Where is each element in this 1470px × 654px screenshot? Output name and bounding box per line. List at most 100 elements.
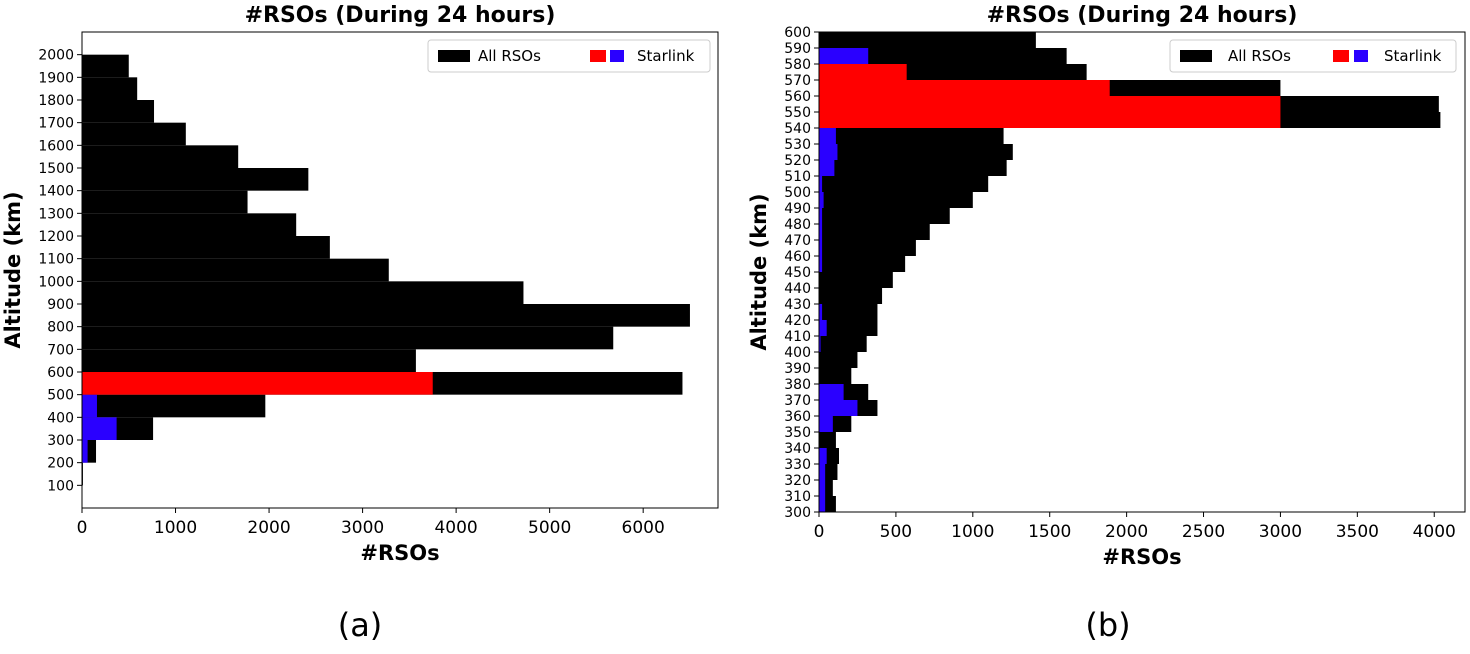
y-tick-label: 800 bbox=[47, 320, 74, 336]
y-tick-label: 590 bbox=[784, 41, 811, 57]
y-tick-label: 1000 bbox=[38, 274, 74, 290]
x-tick-label: 0 bbox=[814, 522, 825, 542]
bar-all-rsos bbox=[819, 240, 916, 256]
bar-all-rsos bbox=[82, 145, 239, 168]
bar-starlink bbox=[819, 192, 824, 208]
y-tick-label: 200 bbox=[47, 456, 74, 472]
bar-starlink bbox=[819, 160, 835, 176]
bar-starlink bbox=[819, 208, 823, 224]
bar-starlink bbox=[819, 336, 821, 352]
y-axis-label: Altitude (km) bbox=[747, 193, 771, 350]
bar-starlink bbox=[82, 372, 433, 395]
bar-all-rsos bbox=[819, 288, 883, 304]
y-tick-label: 430 bbox=[784, 297, 811, 313]
x-tick-label: 0 bbox=[77, 518, 88, 538]
bar-starlink bbox=[819, 496, 826, 512]
x-tick-label: 3500 bbox=[1336, 522, 1379, 542]
y-tick-label: 580 bbox=[784, 57, 811, 73]
y-tick-label: 1100 bbox=[38, 252, 74, 268]
bar-all-rsos bbox=[819, 176, 989, 192]
x-tick-label: 2000 bbox=[247, 518, 290, 538]
bar-starlink bbox=[819, 384, 844, 400]
legend-label-all-rsos: All RSOs bbox=[1228, 47, 1291, 65]
bar-all-rsos bbox=[82, 77, 138, 100]
bar-all-rsos bbox=[819, 352, 858, 368]
y-tick-label: 480 bbox=[784, 217, 811, 233]
y-tick-label: 1500 bbox=[38, 161, 74, 177]
bar-starlink bbox=[819, 400, 858, 416]
bar-all-rsos bbox=[82, 54, 129, 78]
y-axis-label: Altitude (km) bbox=[1, 191, 25, 348]
bar-starlink bbox=[819, 176, 823, 192]
y-tick-label: 420 bbox=[784, 313, 811, 329]
x-tick-label: 3000 bbox=[341, 518, 384, 538]
bar-all-rsos bbox=[82, 304, 690, 327]
bar-starlink bbox=[819, 112, 1281, 128]
bar-starlink bbox=[819, 448, 827, 464]
bar-all-rsos bbox=[819, 336, 867, 352]
bar-all-rsos bbox=[819, 208, 950, 224]
legend-swatch-starlink-blue bbox=[610, 50, 624, 62]
x-tick-label: 5000 bbox=[528, 518, 571, 538]
legend-swatch-starlink-red bbox=[590, 50, 606, 62]
x-tick-label: 2500 bbox=[1182, 522, 1225, 542]
bar-all-rsos bbox=[82, 281, 524, 304]
bar-all-rsos bbox=[819, 256, 906, 272]
bar-starlink bbox=[819, 64, 907, 80]
bar-starlink bbox=[819, 48, 869, 64]
bar-starlink bbox=[819, 320, 827, 336]
y-tick-label: 370 bbox=[784, 393, 811, 409]
x-tick-label: 4000 bbox=[434, 518, 477, 538]
y-tick-label: 500 bbox=[47, 388, 74, 404]
bar-starlink bbox=[819, 480, 826, 496]
bar-all-rsos bbox=[82, 258, 389, 282]
bar-starlink bbox=[819, 464, 826, 480]
bar-all-rsos bbox=[819, 144, 1013, 160]
chart-a: 100 200 300 400 500 600 700 800 900 1000 1100 1200 1… bbox=[1, 3, 719, 644]
y-tick-label: 450 bbox=[784, 265, 811, 281]
y-tick-label: 560 bbox=[784, 89, 811, 105]
y-tick-label: 470 bbox=[784, 233, 811, 249]
y-tick-label: 360 bbox=[784, 409, 811, 425]
y-tick-label: 540 bbox=[784, 121, 811, 137]
bar-all-rsos bbox=[82, 394, 266, 418]
bar-starlink bbox=[819, 80, 1110, 96]
y-tick-label: 1900 bbox=[38, 70, 74, 86]
y-tick-label: 410 bbox=[784, 329, 811, 345]
plot-frame bbox=[81, 31, 719, 509]
y-tick-label: 570 bbox=[784, 73, 811, 89]
y-tick-label: 460 bbox=[784, 249, 811, 265]
bar-starlink bbox=[819, 256, 823, 272]
legend-swatch-starlink-blue bbox=[1354, 50, 1368, 62]
y-tick-label: 1800 bbox=[38, 93, 74, 109]
y-tick-label: 500 bbox=[784, 185, 811, 201]
bar-starlink bbox=[82, 440, 88, 463]
legend-box bbox=[1169, 39, 1457, 73]
y-tick-label: 600 bbox=[784, 25, 811, 41]
x-axis-label: #RSOs bbox=[360, 541, 439, 565]
x-tick-label: 2000 bbox=[1105, 522, 1148, 542]
y-tick-label: 510 bbox=[784, 169, 811, 185]
y-tick-label: 2000 bbox=[38, 48, 74, 64]
bar-starlink bbox=[819, 240, 823, 256]
legend-swatch-all-rsos bbox=[1180, 50, 1212, 62]
x-tick-label: 500 bbox=[880, 522, 912, 542]
y-tick-label: 100 bbox=[47, 478, 74, 494]
bar-all-rsos bbox=[819, 224, 930, 240]
bar-all-rsos bbox=[82, 122, 186, 146]
y-tick-label: 700 bbox=[47, 342, 74, 358]
x-tick-label: 1000 bbox=[154, 518, 197, 538]
bar-starlink bbox=[819, 128, 836, 144]
bar-all-rsos bbox=[819, 192, 973, 208]
bar-starlink bbox=[82, 417, 117, 440]
bar-starlink bbox=[819, 96, 1281, 112]
legend-swatch-starlink-red bbox=[1333, 50, 1349, 62]
y-tick-label: 520 bbox=[784, 153, 811, 169]
bar-all-rsos bbox=[82, 236, 330, 259]
subfigure-caption: (b) bbox=[1085, 606, 1130, 644]
bar-all-rsos bbox=[82, 100, 155, 123]
x-tick-label: 1000 bbox=[951, 522, 994, 542]
y-tick-label: 440 bbox=[784, 281, 811, 297]
bar-starlink bbox=[82, 394, 97, 418]
